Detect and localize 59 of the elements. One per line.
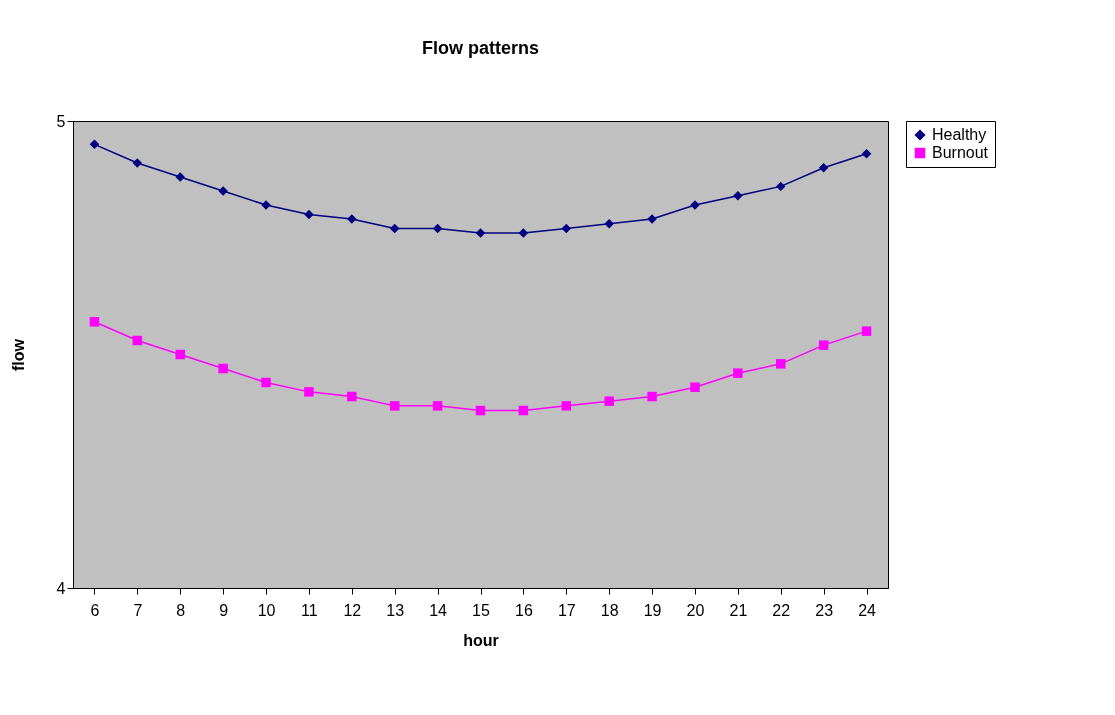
point xyxy=(132,158,143,168)
y-axis-title: flow xyxy=(9,338,27,371)
point xyxy=(604,219,614,229)
point xyxy=(561,401,572,411)
point xyxy=(175,172,185,182)
x-tick-label: 23 xyxy=(815,601,834,619)
point xyxy=(776,359,786,369)
x-tick-label: 20 xyxy=(686,601,705,619)
point xyxy=(647,391,657,402)
point xyxy=(604,396,614,406)
point xyxy=(733,190,743,201)
chart-title: Flow patterns xyxy=(421,38,540,58)
point xyxy=(432,223,443,234)
point xyxy=(89,317,100,327)
point xyxy=(89,139,100,150)
point xyxy=(304,387,314,397)
point xyxy=(733,368,743,378)
x-tick-label: 16 xyxy=(515,601,533,619)
x-tick-label: 19 xyxy=(643,601,662,619)
x-tick-label: 9 xyxy=(219,601,229,619)
point xyxy=(561,223,572,234)
x-tick-label: 21 xyxy=(729,601,748,619)
x-tick-label: 7 xyxy=(133,601,143,619)
x-tick-label: 15 xyxy=(472,601,490,619)
x-tick-label: 18 xyxy=(600,601,619,619)
point xyxy=(818,162,829,173)
y-tick-label: 5 xyxy=(56,112,66,130)
point xyxy=(389,223,400,234)
point xyxy=(218,363,228,374)
point xyxy=(132,335,143,346)
x-tick-label: 22 xyxy=(772,601,791,619)
legend-label: Burnout xyxy=(932,144,989,161)
x-tick-label: 12 xyxy=(343,601,362,619)
x-tick-label: 11 xyxy=(301,601,318,619)
point xyxy=(175,349,185,360)
x-tick-label: 6 xyxy=(90,601,100,619)
point xyxy=(518,228,529,238)
x-tick-label: 17 xyxy=(557,601,576,619)
x-tick-label: 24 xyxy=(858,601,877,619)
point xyxy=(518,405,529,416)
point xyxy=(690,382,700,392)
point xyxy=(475,405,486,416)
point xyxy=(304,209,314,220)
point xyxy=(261,377,271,388)
point xyxy=(861,148,872,159)
x-tick-label: 14 xyxy=(429,601,448,619)
x-axis-title: hour xyxy=(463,631,499,649)
point xyxy=(776,181,786,192)
point xyxy=(432,401,443,411)
point xyxy=(475,228,486,238)
x-tick-label: 13 xyxy=(386,601,405,619)
point xyxy=(861,326,872,336)
point xyxy=(347,391,357,402)
x-tick-label: 10 xyxy=(257,601,276,619)
point xyxy=(389,401,400,411)
y-tick-label: 4 xyxy=(56,579,66,597)
x-tick-label: 8 xyxy=(176,601,186,619)
point xyxy=(818,340,829,350)
legend-label: Healthy xyxy=(932,126,987,143)
